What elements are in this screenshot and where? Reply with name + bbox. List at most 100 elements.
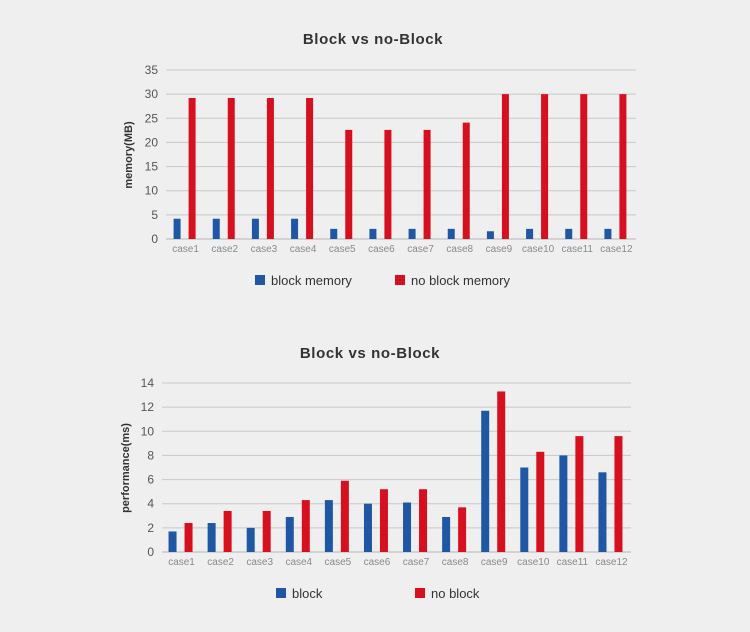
- bar-block-case9: [481, 410, 490, 552]
- gridlines: [162, 382, 631, 553]
- bar-no-block-memory-case9: [501, 94, 509, 240]
- y-axis-label: memory(MB): [123, 121, 135, 189]
- bar-no-block-case7: [419, 489, 428, 552]
- memory-chart: Block vs no-Block memory(MB) 0 5 10 15 20 25 3…: [123, 31, 636, 288]
- bar-block-memory-case8: [447, 228, 455, 239]
- y-tick-label: 15: [145, 160, 159, 174]
- y-tick-label: 10: [141, 424, 155, 438]
- x-tick-label: case8: [446, 244, 473, 255]
- bar-block-case5: [324, 500, 333, 552]
- x-tick-label: case9: [486, 244, 513, 255]
- bar-no-block-memory-case5: [345, 129, 353, 239]
- bar-block-memory-case2: [212, 218, 220, 239]
- bar-no-block-case1: [184, 523, 193, 552]
- x-tick-label: case6: [368, 244, 395, 255]
- y-tick-label: 12: [141, 400, 155, 414]
- y-axis-label: performance(ms): [120, 423, 132, 513]
- bar-block-memory-case5: [330, 228, 338, 239]
- y-tick-label: 25: [145, 111, 159, 125]
- x-tick-label: case7: [407, 244, 434, 255]
- y-tick-label: 5: [151, 208, 158, 222]
- bar-block-case11: [559, 455, 568, 552]
- x-tick-label: case11: [557, 557, 589, 568]
- legend-swatch-block: [276, 588, 286, 598]
- bar-block-memory-case4: [291, 218, 299, 239]
- legend: block no block: [276, 586, 480, 601]
- bar-no-block-memory-case6: [384, 129, 392, 239]
- bar-block-case6: [363, 503, 372, 552]
- x-tick-label: case4: [290, 244, 317, 255]
- bar-no-block-memory-case11: [580, 94, 588, 240]
- bar-no-block-memory-case12: [619, 94, 627, 240]
- bar-no-block-case5: [340, 480, 349, 552]
- x-tick-labels: case1 case2 case3 case4 case5 case6 case7 case8…: [168, 557, 628, 568]
- x-tick-label: case5: [325, 557, 352, 568]
- y-tick-label: 14: [141, 376, 155, 390]
- bar-block-case3: [246, 527, 255, 552]
- y-tick-label: 0: [147, 545, 154, 559]
- x-tick-label: case2: [207, 557, 234, 568]
- legend: block memory no block memory: [255, 273, 510, 288]
- bar-no-block-case6: [379, 489, 388, 552]
- bar-block-case2: [207, 523, 216, 552]
- x-tick-label: case1: [168, 557, 195, 568]
- y-tick-label: 0: [151, 232, 158, 246]
- y-tick-label: 30: [145, 87, 159, 101]
- bar-block-memory-case11: [565, 228, 573, 239]
- bar-block-memory-case12: [604, 228, 612, 239]
- bar-no-block-case11: [575, 436, 584, 552]
- x-tick-label: case11: [561, 244, 593, 255]
- bar-block-case4: [285, 516, 294, 552]
- x-tick-label: case12: [595, 557, 628, 568]
- bar-block-memory-case1: [173, 218, 181, 239]
- y-tick-labels: 0 2 4 6 8 10 12 14: [141, 376, 155, 559]
- bar-block-case10: [520, 467, 529, 552]
- legend-label-no-block: no block: [431, 586, 480, 601]
- bar-no-block-case9: [497, 391, 506, 552]
- bar-block-case1: [168, 531, 177, 552]
- bar-block-case8: [442, 516, 451, 552]
- bar-block-memory-case9: [486, 231, 494, 239]
- chart-title: Block vs no-Block: [303, 31, 443, 48]
- legend-swatch-block-memory: [255, 275, 265, 285]
- x-tick-label: case8: [442, 557, 469, 568]
- y-tick-label: 4: [147, 497, 154, 511]
- legend-swatch-no-block-memory: [395, 275, 405, 285]
- bar-no-block-memory-case4: [306, 98, 314, 240]
- bar-no-block-memory-case10: [541, 94, 549, 240]
- bar-block-case7: [403, 502, 412, 552]
- x-tick-label: case12: [600, 244, 633, 255]
- y-tick-label: 8: [147, 448, 154, 462]
- x-tick-label: case7: [403, 557, 430, 568]
- y-tick-label: 20: [145, 135, 159, 149]
- legend-label-block-memory: block memory: [271, 273, 352, 288]
- y-tick-labels: 0 5 10 15 20 25 30 35: [145, 63, 159, 246]
- bar-no-block-memory-case7: [423, 129, 431, 239]
- bar-no-block-memory-case8: [462, 122, 470, 239]
- bars: [168, 391, 623, 552]
- gridlines: [166, 69, 636, 240]
- y-tick-label: 2: [147, 521, 154, 535]
- x-tick-label: case3: [251, 244, 278, 255]
- bar-no-block-case8: [458, 507, 467, 552]
- performance-chart: Block vs no-Block performance(ms) 0 2 4 6 8 1…: [120, 345, 631, 601]
- bar-no-block-case10: [536, 451, 545, 552]
- bars: [173, 94, 627, 240]
- x-tick-labels: case1 case2 case3 case4 case5 case6 case7 case8…: [172, 244, 633, 255]
- bar-block-case12: [598, 472, 607, 552]
- chart-title: Block vs no-Block: [300, 345, 440, 362]
- y-tick-label: 35: [145, 63, 159, 77]
- bar-no-block-case3: [262, 510, 271, 552]
- x-tick-label: case5: [329, 244, 356, 255]
- x-tick-label: case6: [364, 557, 391, 568]
- legend-label-block: block: [292, 586, 323, 601]
- bar-no-block-memory-case3: [266, 98, 274, 240]
- legend-swatch-no-block: [415, 588, 425, 598]
- bar-no-block-memory-case2: [227, 98, 235, 240]
- x-tick-label: case9: [481, 557, 508, 568]
- x-tick-label: case10: [522, 244, 555, 255]
- bar-no-block-case4: [301, 500, 310, 552]
- legend-label-no-block-memory: no block memory: [411, 273, 510, 288]
- x-tick-label: case4: [285, 557, 312, 568]
